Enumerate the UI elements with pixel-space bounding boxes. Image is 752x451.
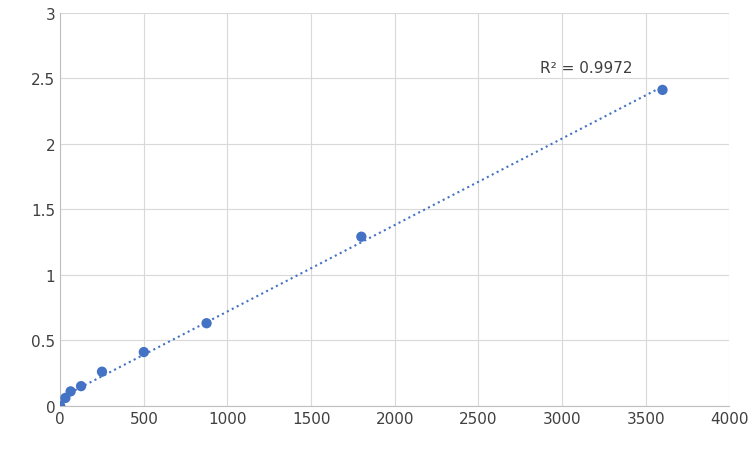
Point: [65, 388, 77, 395]
Point: [54, 402, 66, 410]
Point: [59, 395, 71, 402]
Point: [656, 87, 669, 94]
Point: [355, 234, 367, 241]
Point: [75, 382, 87, 390]
Point: [201, 320, 213, 327]
Point: [138, 349, 150, 356]
Point: [96, 368, 108, 376]
Text: R² = 0.9972: R² = 0.9972: [541, 61, 633, 76]
